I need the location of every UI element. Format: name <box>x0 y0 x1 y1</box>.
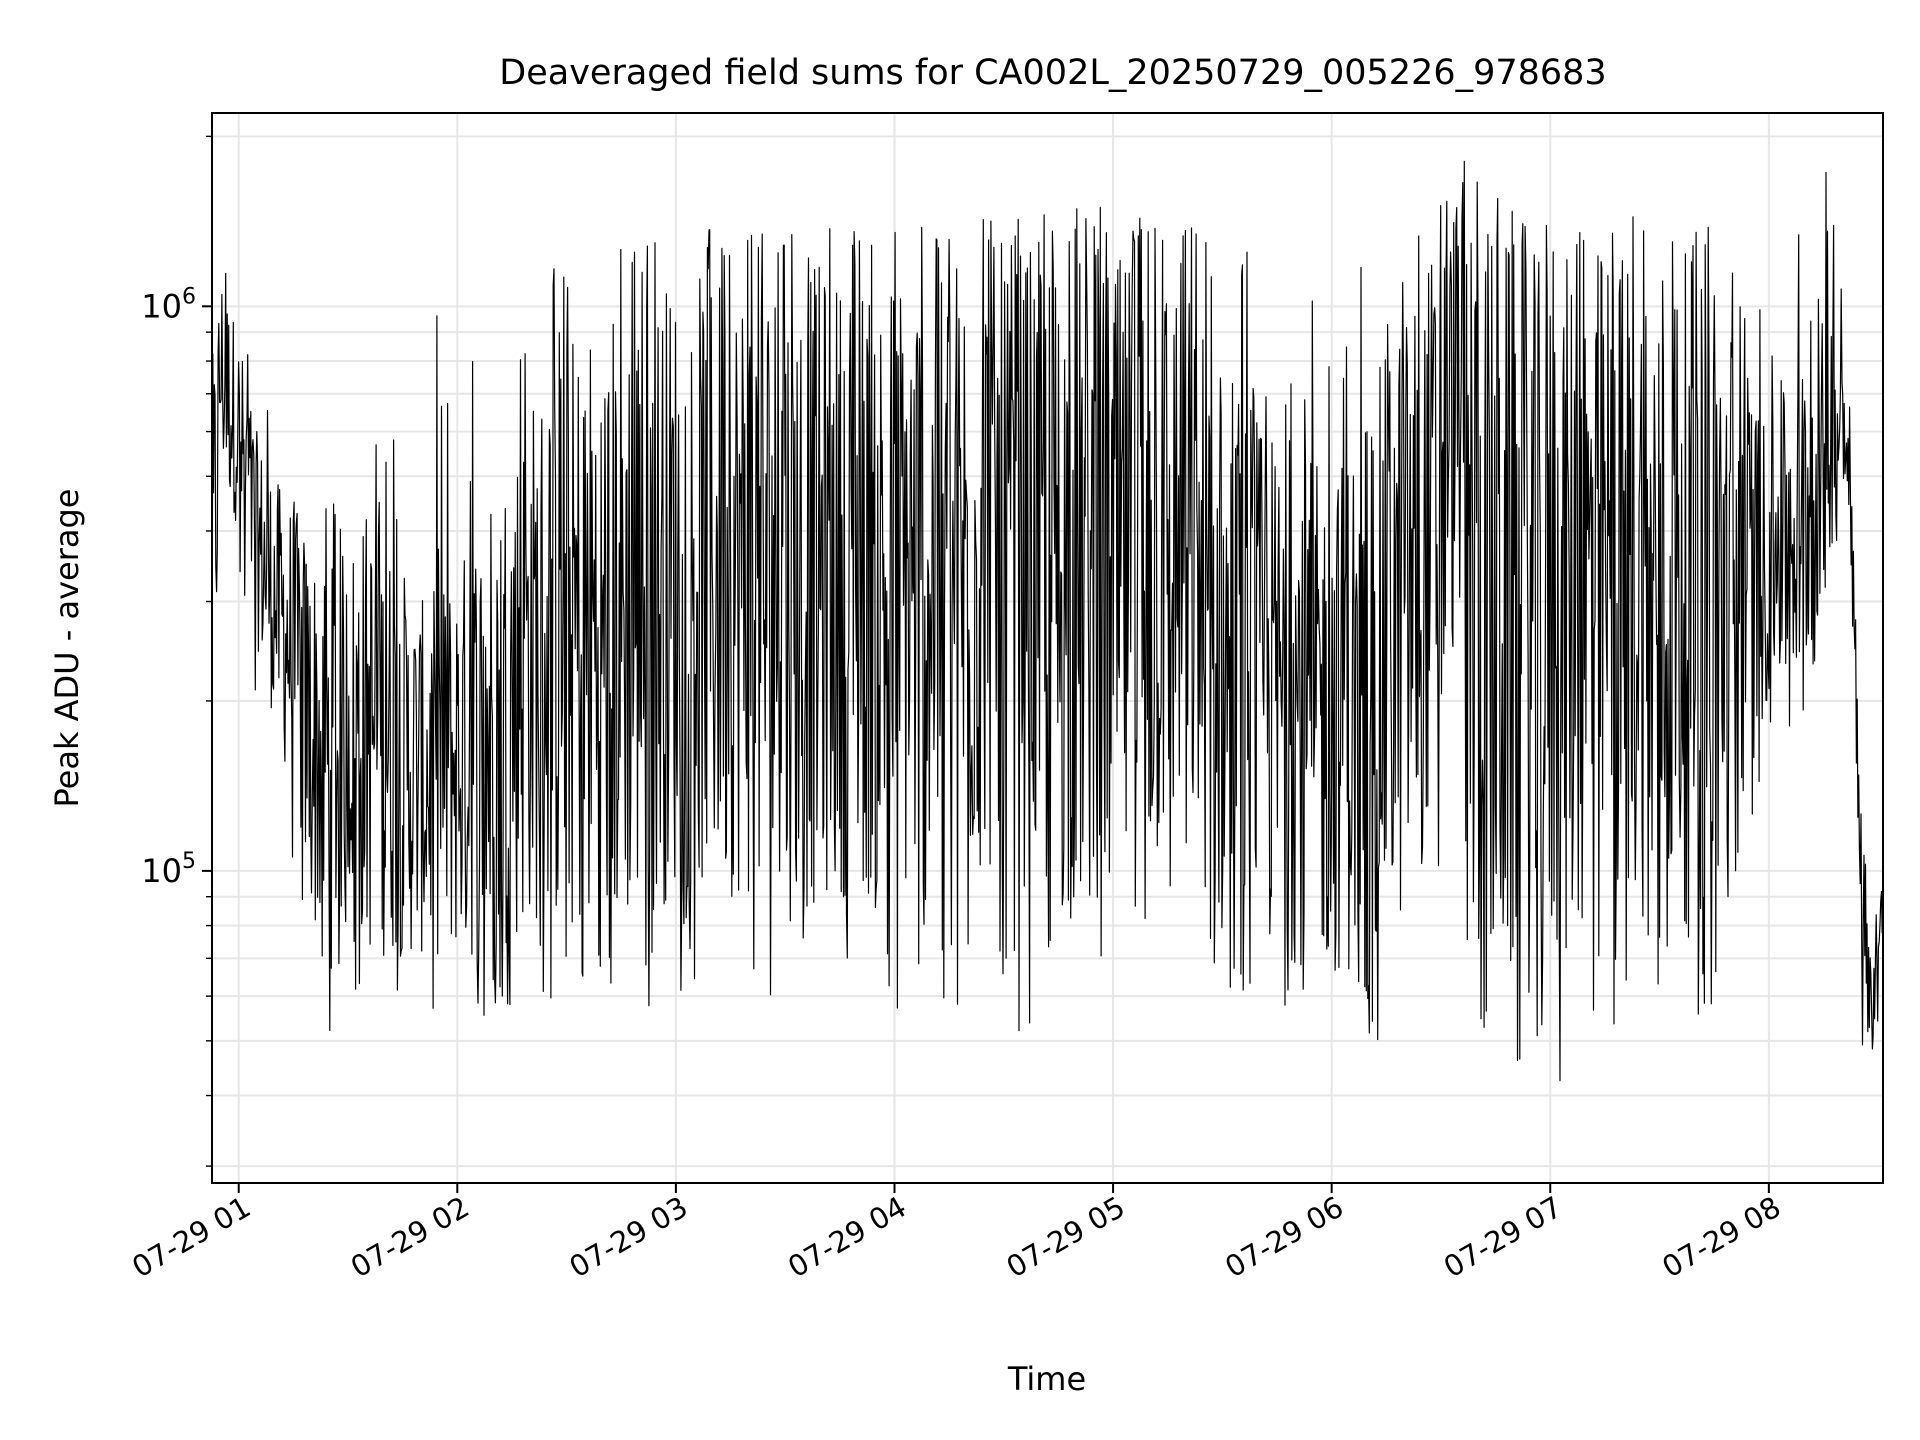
x-axis-label: Time <box>1007 1360 1086 1398</box>
y-axis-label: Peak ADU - average <box>48 489 86 808</box>
y-axis: 105 106 <box>141 135 212 1167</box>
plot-frame <box>211 112 1884 1184</box>
chart-title: Deaveraged field sums for CA002L_2025072… <box>499 53 1606 93</box>
y-tick-label: 106 <box>141 284 196 325</box>
x-tick-label: 07-29 05 <box>1001 1190 1131 1285</box>
x-axis: 07-29 01 07-29 02 07-29 03 07-29 04 07-29 05… <box>126 1183 1786 1284</box>
data-trace <box>211 160 1884 1082</box>
x-tick-label: 07-29 03 <box>563 1190 693 1285</box>
x-tick-label: 07-29 02 <box>345 1190 475 1285</box>
x-tick-label: 07-29 06 <box>1219 1190 1349 1285</box>
x-tick-label: 07-29 01 <box>126 1190 256 1285</box>
y-tick-label: 105 <box>141 849 196 890</box>
series-line <box>211 160 1884 1082</box>
x-tick-label: 07-29 07 <box>1438 1190 1568 1285</box>
x-tick-label: 07-29 04 <box>782 1190 912 1285</box>
x-tick-label: 07-29 08 <box>1656 1190 1786 1285</box>
